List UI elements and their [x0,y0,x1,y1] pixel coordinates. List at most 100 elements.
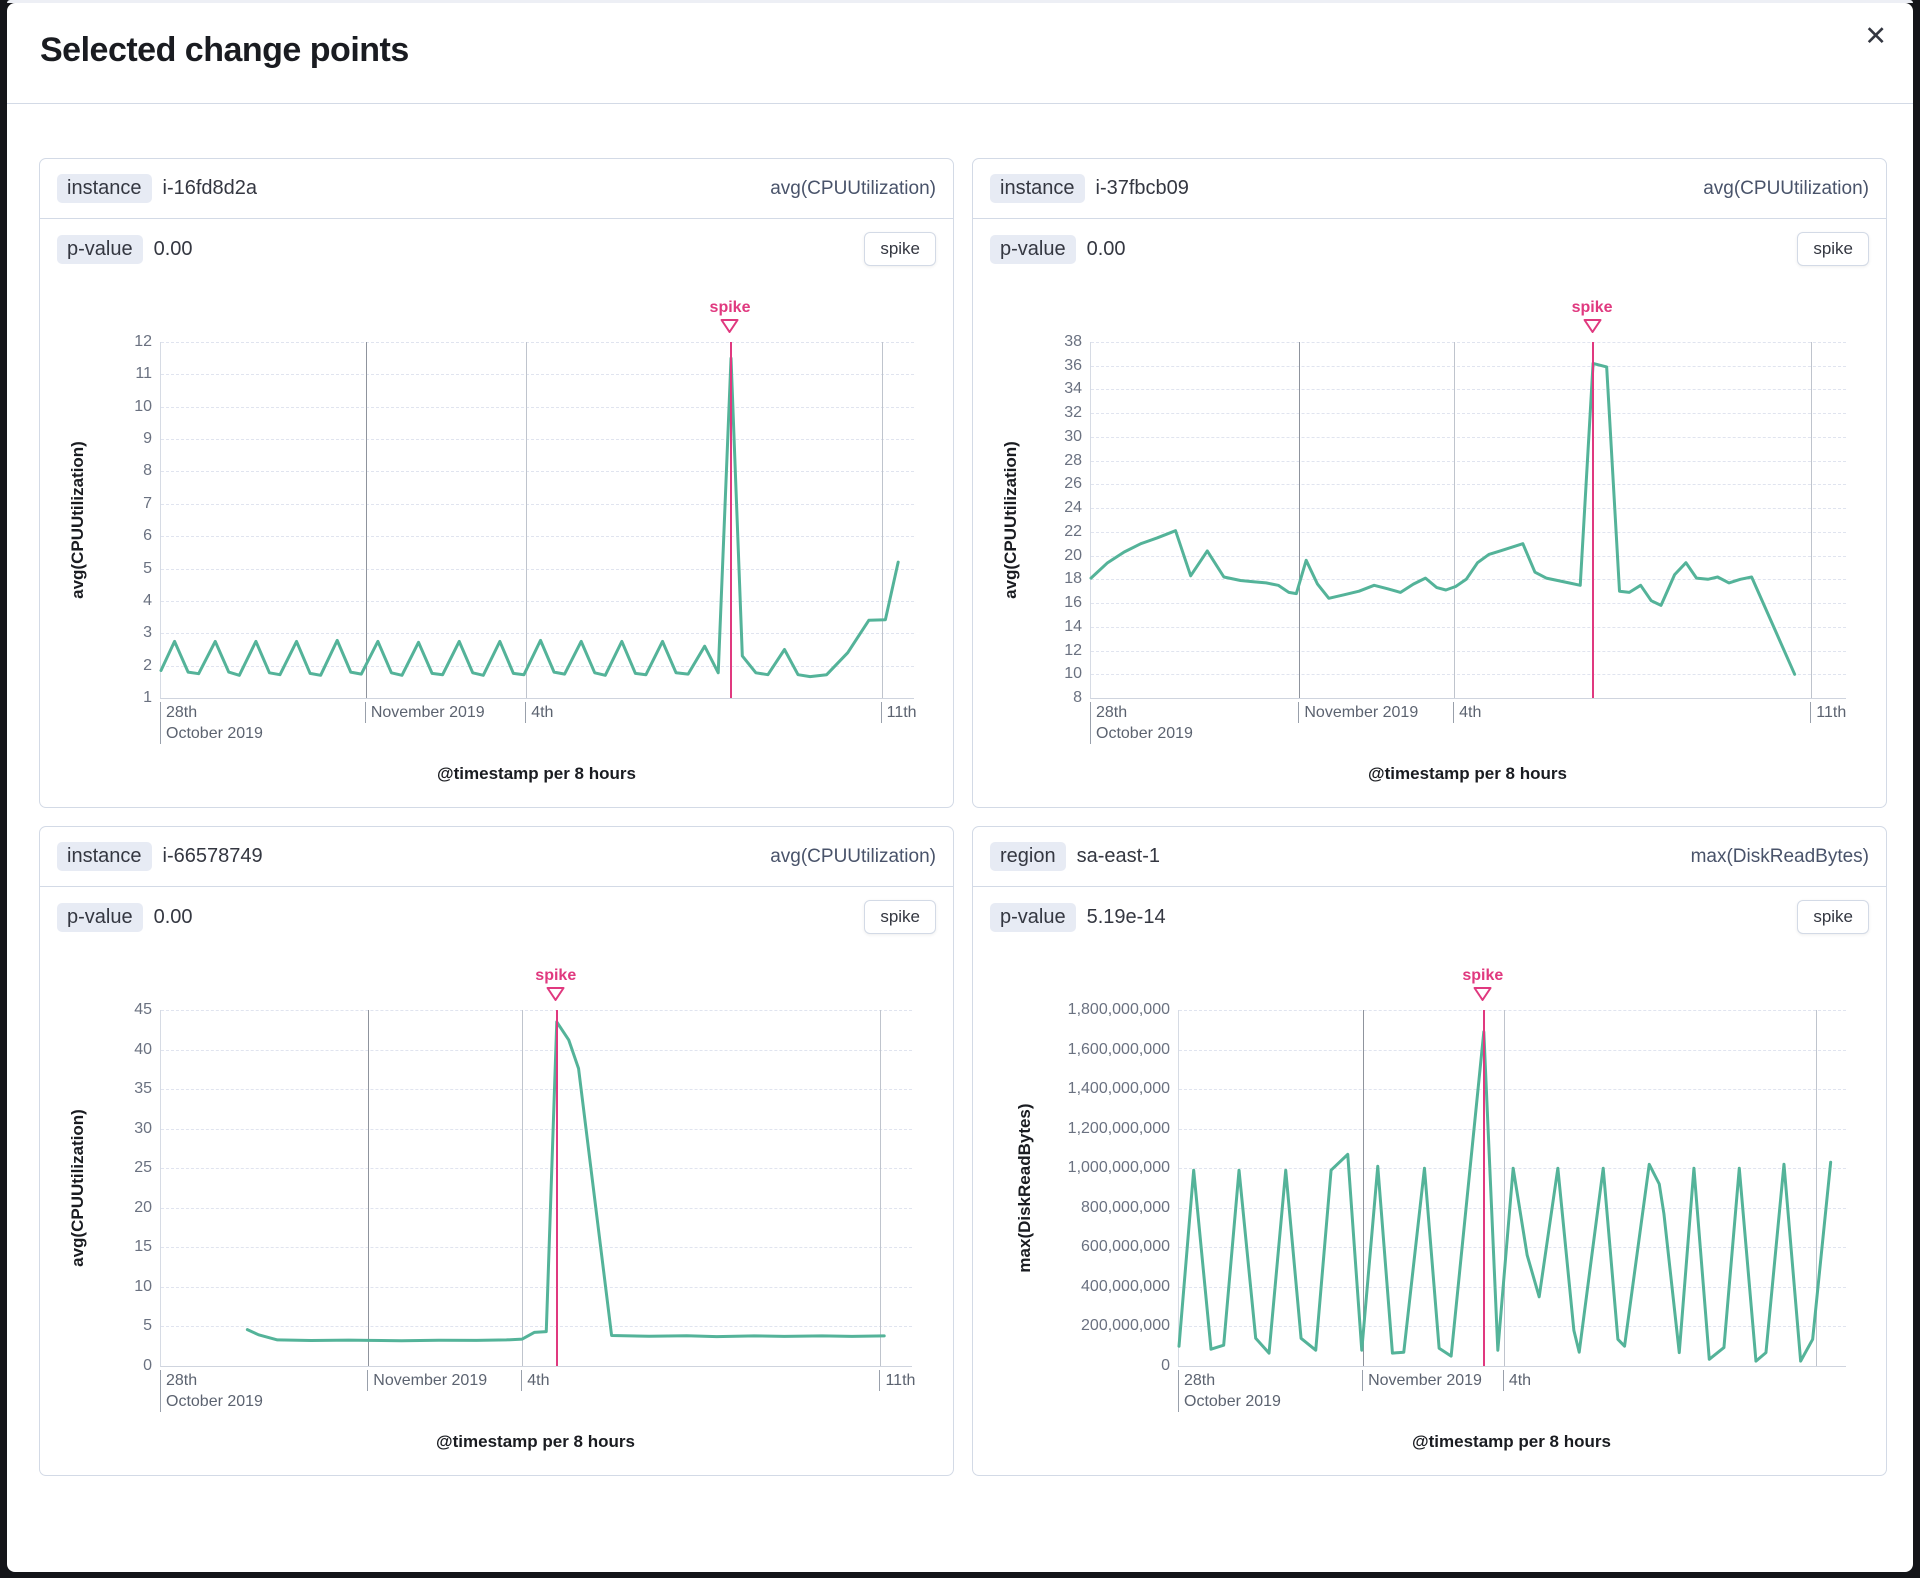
y-gridline [161,536,914,538]
change-point-type-button[interactable]: spike [1797,232,1869,266]
x-tick-label: November 2019 [367,1370,487,1391]
y-gridline [161,1049,912,1051]
y-tick-label: 45 [134,1001,152,1018]
change-point-card-3: instance i-66578749 avg(CPUUtilization) … [39,826,954,1476]
split-value: sa-east-1 [1076,845,1160,867]
x-reference-line [1454,342,1456,698]
y-tick-label: 9 [143,430,152,448]
x-axis-title: @timestamp per 8 hours [1368,764,1567,783]
y-gridline [1091,413,1846,415]
plot-area [1178,1010,1846,1367]
x-tick-label-line2: November 2019 [1304,704,1419,721]
y-tick-label: 22 [1064,522,1082,540]
x-reference-line [1299,342,1301,698]
selected-change-points-modal: Selected change points ✕ instance i-16fd… [7,3,1913,1572]
card-subheader: p-value 0.00 spike [40,219,953,279]
y-gridline [161,600,914,602]
y-gridline [161,406,914,408]
p-value-badge: p-value [990,234,1076,264]
metric-line-series [161,1010,912,1366]
change-point-card-1: instance i-16fd8d2a avg(CPUUtilization) … [39,158,954,808]
metric-line [1179,1032,1831,1361]
y-gridline [1179,1326,1846,1328]
spike-annotation: spike [1462,967,1503,1002]
y-gridline [1179,1207,1846,1209]
x-tick-label: 28th October 2019 [1178,1370,1281,1412]
spike-marker-triangle [546,987,565,1001]
change-point-card-2: instance i-37fbcb09 avg(CPUUtilization) … [972,158,1887,808]
split-field-badge: region [990,842,1066,871]
y-tick-label: 26 [1064,475,1082,493]
y-axis-title: avg(CPUUtilization) [1001,441,1020,599]
x-reference-line [1811,342,1813,698]
y-gridline [1091,460,1846,462]
modal-header: Selected change points ✕ [7,3,1913,104]
x-tick-label: 4th [1502,1370,1531,1391]
card-subheader: p-value 0.00 spike [40,887,953,947]
spike-marker-triangle [1473,987,1492,1001]
change-point-chart: 0 200,000,000 400,000,000 600,000,000 800,00… [973,947,1886,1475]
y-gridline [161,1247,912,1249]
y-gridline [1091,603,1846,605]
x-reference-line [365,342,367,698]
change-point-type-button[interactable]: spike [1797,900,1869,934]
spike-annotation: spike [709,299,751,334]
y-gridline [161,665,914,667]
y-gridline [161,568,914,570]
split-field-badge: instance [57,842,152,871]
metric-line [161,358,898,676]
y-gridline [161,503,914,505]
spike-annotation-line [1592,342,1595,698]
y-axis-title: avg(CPUUtilization) [68,441,87,599]
close-icon[interactable]: ✕ [1860,19,1891,54]
x-tick-label-line1: 28th [166,704,198,721]
p-value: 5.19e-14 [1086,905,1166,928]
y-gridline [161,1089,912,1091]
y-gridline [1091,626,1846,628]
spike-annotation-label: spike [709,299,751,316]
change-point-type-button[interactable]: spike [864,900,936,934]
spike-annotation-label: spike [1462,967,1504,984]
y-gridline [161,439,914,441]
split-value: i-66578749 [162,845,263,867]
y-tick-label: 28 [1064,451,1082,469]
x-tick-label: 11th [1810,702,1846,723]
x-reference-line [1503,1010,1505,1366]
y-tick-label: 30 [1064,427,1082,445]
spike-annotation: spike [1572,299,1613,334]
spike-marker-triangle-icon [546,987,565,1001]
x-axis-title: @timestamp per 8 hours [437,764,636,783]
x-tick-label: 28th October 2019 [160,702,263,744]
y-gridline [1179,1049,1846,1051]
metric-line-series [1091,342,1846,698]
y-gridline [1179,1010,1846,1011]
y-gridline [1091,531,1846,533]
p-value: 0.00 [153,237,193,260]
y-tick-label: 38 [1064,333,1082,350]
change-point-type-button[interactable]: spike [864,232,936,266]
y-gridline [161,633,914,635]
spike-marker-triangle [1583,319,1602,333]
y-tick-label: 3 [143,624,152,642]
y-gridline [1091,555,1846,557]
y-axis-title: avg(CPUUtilization) [68,1109,87,1267]
change-point-chart: 8 10 12 14 16 18 20 22 24 26 28 30 32 34 36 38 spike 28th… [973,279,1886,807]
card-header: instance i-66578749 avg(CPUUtilization) [40,827,953,887]
page-background-top-line [7,0,1913,3]
y-tick-label: 15 [134,1238,152,1256]
x-tick-label: 11th [880,702,917,723]
x-tick-label: November 2019 [364,702,485,723]
y-tick-label: 16 [1064,594,1082,612]
y-gridline [1091,365,1846,367]
x-reference-line [368,1010,370,1366]
split-value: i-37fbcb09 [1095,177,1189,199]
y-tick-label: 20 [1064,546,1082,564]
x-tick-label: 28th October 2019 [1090,702,1193,744]
spike-marker-triangle-icon [1583,319,1602,333]
x-tick-label: 28th October 2019 [160,1370,263,1412]
spike-annotation-label: spike [1571,299,1613,316]
x-axis-title: @timestamp per 8 hours [1412,1432,1611,1451]
x-reference-line [526,342,528,698]
spike-marker-triangle [721,319,740,333]
x-tick-label: 4th [1453,702,1481,723]
